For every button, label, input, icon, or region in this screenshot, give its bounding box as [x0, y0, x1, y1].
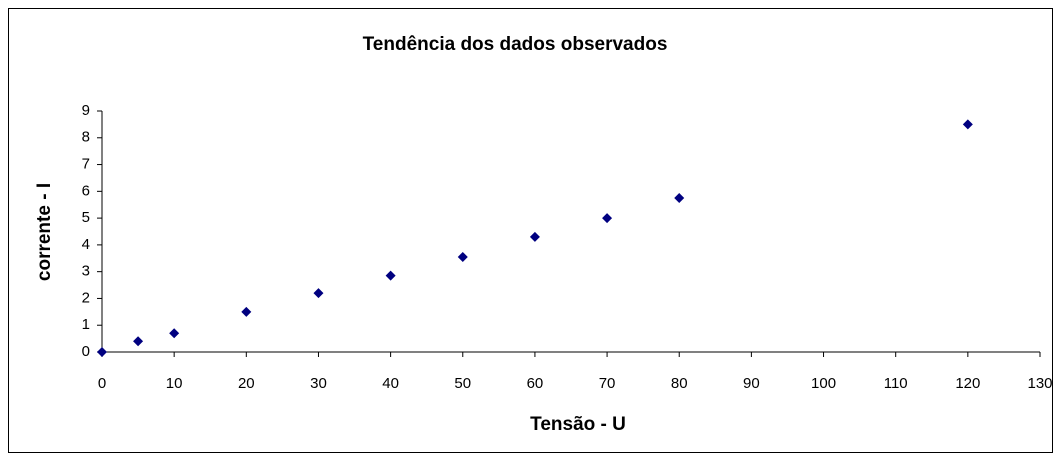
point: [169, 328, 180, 339]
y-tick-label: 9: [82, 102, 90, 119]
point: [602, 213, 613, 224]
y-tick-label: 5: [82, 209, 90, 226]
point: [97, 347, 107, 357]
point: [241, 306, 252, 317]
x-axis-label: Tensão - U: [530, 414, 626, 435]
x-tick-label: 50: [454, 375, 471, 392]
y-tick-label: 8: [82, 129, 90, 146]
x-tick-label: 30: [310, 375, 327, 392]
x-tick-label: 110: [884, 375, 908, 392]
y-tick-label: 0: [82, 343, 90, 360]
x-tick-label: 10: [166, 375, 183, 392]
x-tick-label: 70: [599, 375, 616, 392]
point: [962, 119, 973, 130]
x-tick-label: 90: [743, 375, 760, 392]
x-tick-label: 0: [98, 375, 106, 392]
y-tick-label: 7: [82, 156, 90, 173]
y-tick-label: 2: [82, 289, 90, 306]
point: [385, 270, 396, 281]
x-tick-label: 100: [811, 375, 836, 392]
x-tick-label: 130: [1027, 375, 1052, 392]
point: [674, 193, 685, 204]
x-tick-label: 60: [527, 375, 544, 392]
x-tick-label: 40: [382, 375, 399, 392]
y-tick-label: 4: [82, 236, 90, 253]
y-axis-label: corrente - I: [34, 183, 55, 281]
x-tick-label: 120: [955, 375, 980, 392]
y-tick-label: 6: [82, 182, 90, 199]
x-tick-label: 80: [671, 375, 688, 392]
x-tick-label: 20: [238, 375, 255, 392]
chart-title: Tendência dos dados observados: [363, 34, 668, 55]
point: [313, 288, 324, 299]
point: [457, 251, 468, 262]
y-tick-label: 3: [82, 263, 90, 280]
point: [133, 336, 144, 347]
chart-frame: [8, 8, 1053, 453]
point: [529, 231, 540, 242]
y-tick-label: 1: [82, 316, 90, 333]
